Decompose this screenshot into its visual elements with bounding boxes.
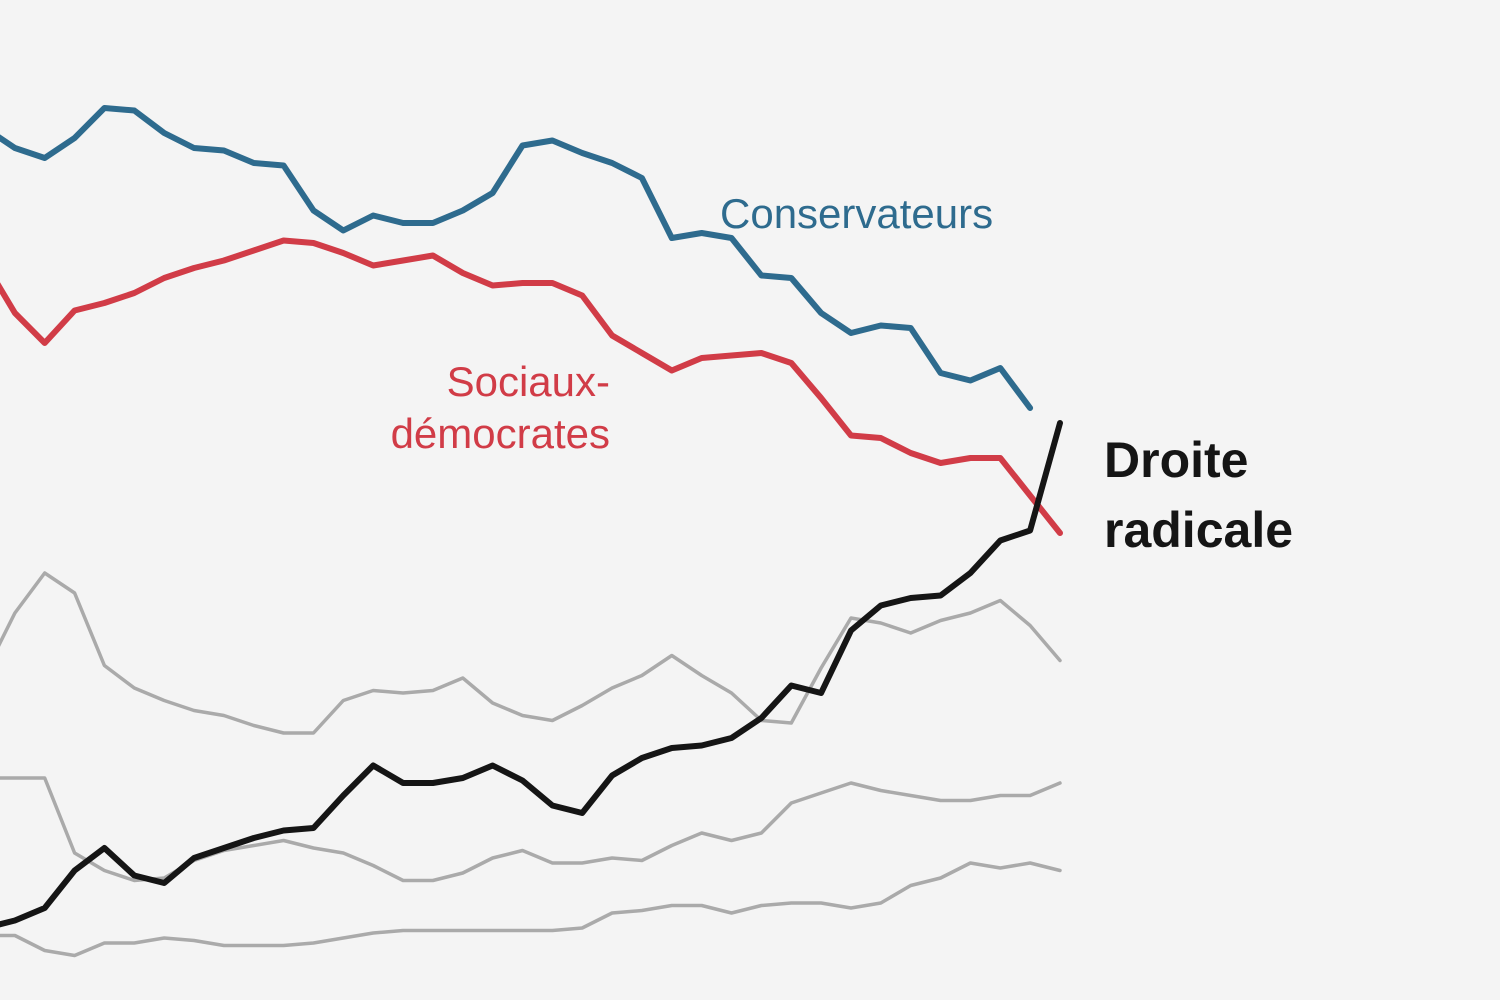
series-label-line: démocrates: [391, 410, 610, 457]
series-labels: Conservateurs Sociaux-démocrates Droite rad…: [391, 190, 1293, 558]
series-label-sociaux-democrates: Sociaux-démocrates: [391, 358, 610, 457]
series-label-line: Sociaux-: [447, 358, 610, 405]
series-line-conservateurs: [0, 105, 1034, 411]
series-label-conservateurs: Conservateurs: [720, 190, 993, 237]
series-line-autre-parti-2: [0, 776, 1062, 883]
series-label-line: Droite: [1104, 432, 1248, 488]
series-label-line: Conservateurs: [720, 190, 993, 237]
series-line-autre-parti-1: [0, 571, 1062, 735]
series-line-sociaux-democrates: [0, 237, 1063, 536]
plot-area: [0, 105, 1063, 958]
series-line-droite-radicale: [0, 420, 1063, 928]
series-label-droite-radicale: Droite radicale: [1104, 432, 1293, 558]
series-label-line: radicale: [1104, 502, 1293, 558]
series-line-autre-parti-3: [0, 861, 1062, 958]
